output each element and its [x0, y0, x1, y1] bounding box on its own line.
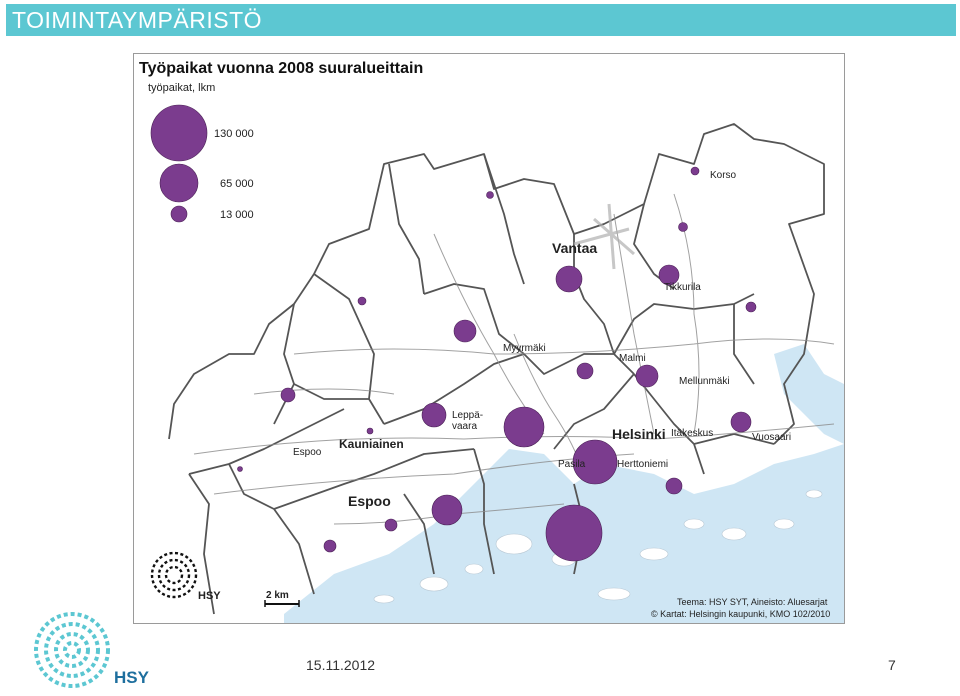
label-leppavaara-line2: vaara [452, 421, 477, 432]
label-leppavaara-line1: Leppä- [452, 410, 483, 421]
scale-bar: 2 km [264, 590, 300, 607]
label-helsinki: Helsinki [612, 426, 666, 442]
label-espoo-big: Espoo [348, 493, 391, 509]
bubble-mellunmaki [635, 364, 659, 388]
label-pasila: Pasila [558, 459, 586, 470]
map-canvas: 130 000 65 000 13 000 [150, 104, 844, 623]
label-espoo-small: Espoo [293, 447, 322, 458]
label-tikkurila: Tikkurila [664, 282, 701, 293]
source-line-2: © Kartat: Helsingin kaupunki, KMO 102/20… [651, 609, 830, 619]
bubble-helsinki-center [572, 439, 618, 485]
label-itakeskus: Itäkeskus [671, 428, 713, 439]
bubble-leppavaara [421, 402, 447, 428]
bubble-helsinki-south [545, 504, 603, 562]
job-bubbles [237, 166, 757, 562]
bubble-vantaa-east [678, 222, 688, 232]
islands [373, 489, 823, 604]
bubble-espoo-southwest [323, 539, 337, 553]
bubble-espoo-far-west [237, 466, 243, 472]
map-panel: 130 000 65 000 13 000 [133, 53, 845, 624]
district-boundaries [168, 123, 825, 615]
hsy-logo: HSY [34, 612, 150, 688]
label-mellunmaki: Mellunmäki [679, 376, 730, 387]
inner-logo-text: HSY [198, 590, 221, 602]
legend-label-small: 13 000 [220, 209, 254, 221]
header-bar: TOIMINTAYMPÄRISTÖ [6, 4, 956, 36]
legend-label-large: 130 000 [214, 128, 254, 140]
bubble-espoo-center [384, 518, 398, 532]
legend-bubble-small [170, 205, 188, 223]
bubble-pasila [503, 406, 545, 448]
label-korso: Korso [710, 170, 737, 181]
bubble-espoo-north [357, 296, 367, 306]
legend: 130 000 65 000 13 000 [150, 104, 254, 223]
label-kauniainen: Kauniainen [339, 437, 404, 451]
place-labels: Vantaa Korso Tikkurila Myyrmäki Malmi Me… [293, 170, 791, 509]
bubble-east-vantaa [745, 301, 757, 313]
airport-runways [573, 203, 635, 270]
legend-bubble-large [150, 104, 208, 162]
bubble-tikkurila [658, 264, 680, 286]
bubble-malmi [576, 362, 594, 380]
bubble-vantaa-northwest [486, 191, 494, 199]
footer-logo-text: HSY [114, 668, 150, 687]
page-title: TOIMINTAYMPÄRISTÖ [12, 7, 263, 33]
bubble-korso-north [690, 166, 700, 176]
map-title: Työpaikat vuonna 2008 suuralueittain [139, 60, 424, 77]
legend-label-medium: 65 000 [220, 178, 254, 190]
inner-hsy-logo: HSY [150, 551, 221, 602]
bubble-vuosaari [730, 411, 752, 433]
bubble-myyrmaki [453, 319, 477, 343]
sea-area [284, 344, 844, 623]
map-subtitle: työpaikat, lkm [148, 82, 216, 94]
bubble-espoo-west [280, 387, 296, 403]
bubble-espoo-south [431, 494, 463, 526]
source-line-1: Teema: HSY SYT, Aineisto: Aluesarjat [677, 597, 828, 607]
label-malmi: Malmi [619, 353, 646, 364]
legend-bubble-medium [159, 163, 199, 203]
footer-date: 15.11.2012 [306, 657, 376, 673]
page-number: 7 [888, 657, 896, 673]
bubble-vantaa [555, 265, 583, 293]
scale-label: 2 km [266, 590, 289, 601]
bubble-kauniainen [366, 427, 374, 435]
label-herttoniemi: Herttoniemi [617, 459, 668, 470]
label-myyrmaki: Myyrmäki [503, 343, 546, 354]
bubble-herttoniemi [665, 477, 683, 495]
label-vuosaari: Vuosaari [752, 432, 791, 443]
label-vantaa: Vantaa [552, 240, 597, 256]
